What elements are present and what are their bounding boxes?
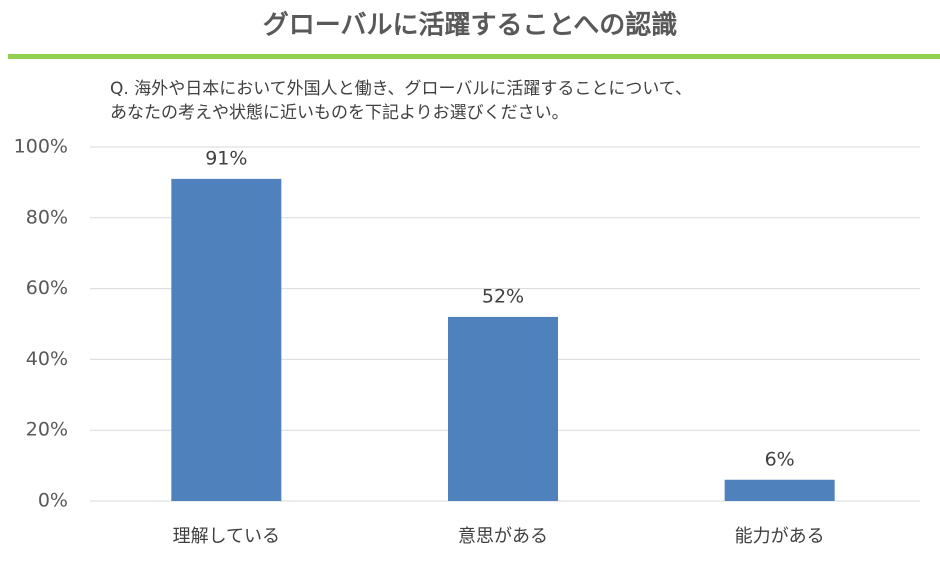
y-tick-label: 40% (26, 348, 68, 370)
y-tick-label: 80% (26, 206, 68, 228)
y-tick-label: 100% (14, 136, 68, 158)
x-tick-label: 能力がある (735, 526, 825, 547)
question-line: あなたの考えや状態に近いものを下記よりお選びください。 (110, 103, 569, 123)
title-underline (8, 54, 940, 59)
value-label: 91% (205, 147, 247, 169)
x-tick-label: 理解している (173, 526, 280, 547)
value-label: 52% (482, 285, 524, 307)
question-line: Q. 海外や日本において外国人と働き、グローバルに活躍することについて、 (110, 79, 692, 99)
x-tick-label: 意思がある (458, 526, 548, 547)
bar (171, 178, 282, 502)
y-tick-label: 0% (38, 490, 68, 512)
y-tick-label: 20% (26, 419, 68, 441)
y-tick-label: 60% (26, 277, 68, 299)
bar (448, 316, 558, 501)
bar (724, 479, 835, 501)
value-label: 6% (765, 448, 795, 470)
chart-title: グローバルに活躍することへの認識 (263, 10, 677, 41)
